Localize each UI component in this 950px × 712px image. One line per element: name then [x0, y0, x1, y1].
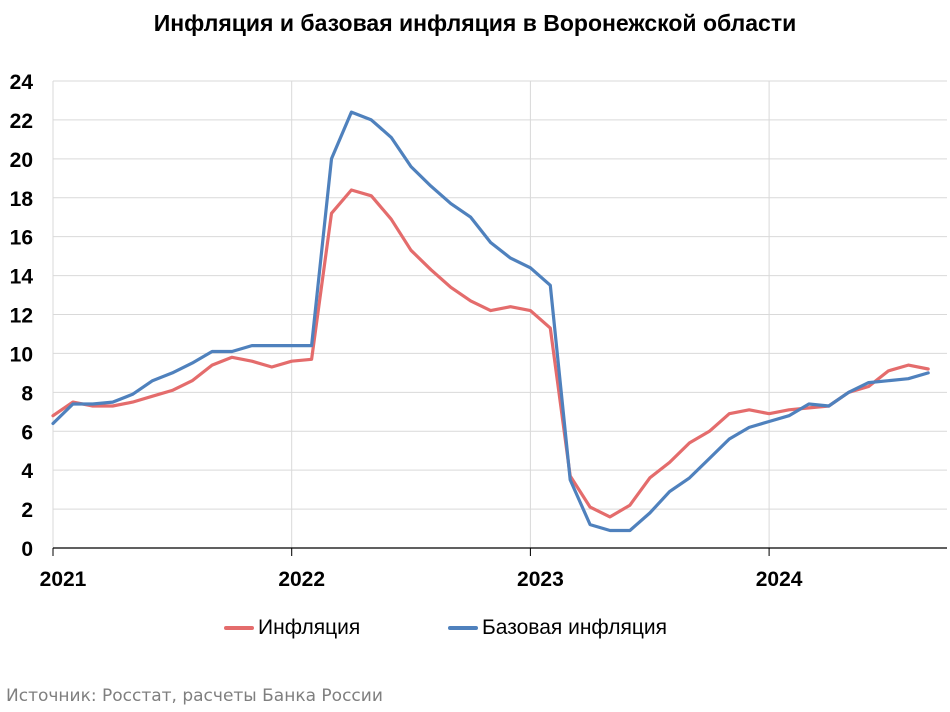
y-tick-label: 20: [10, 149, 33, 172]
x-axis-ticks: 2021 2022 2023 2024: [40, 548, 803, 591]
y-tick-label: 14: [10, 266, 34, 289]
series-lines: [51, 110, 930, 533]
y-tick-label: 24: [10, 71, 34, 94]
y-tick-label: 6: [21, 421, 33, 444]
y-tick-label: 18: [10, 188, 34, 211]
legend-label-inflation: Инфляция: [258, 616, 361, 639]
y-tick-label: 2: [21, 499, 33, 522]
y-tick-label: 0: [21, 538, 33, 561]
y-tick-label: 8: [21, 382, 33, 405]
y-tick-label: 16: [10, 227, 33, 250]
gridlines: [52, 80, 947, 556]
y-tick-label: 12: [10, 305, 33, 328]
x-tick-label: 2021: [40, 568, 87, 591]
legend-label-core-inflation: Базовая инфляция: [482, 616, 668, 639]
x-tick-label: 2022: [278, 568, 325, 591]
series-line-core-inflation: [51, 110, 930, 533]
y-tick-label: 4: [21, 460, 33, 483]
series-line-inflation: [51, 188, 930, 519]
legend-swatch-inflation: [224, 626, 254, 630]
y-tick-label: 22: [10, 110, 33, 133]
legend-swatch-core-inflation: [448, 626, 478, 630]
legend-item-core-inflation: Базовая инфляция: [448, 616, 667, 640]
x-tick-label: 2023: [517, 568, 564, 591]
legend-item-inflation: Инфляция: [224, 616, 360, 640]
legend: Инфляция Базовая инфляция: [0, 616, 950, 644]
chart-title: Инфляция и базовая инфляция в Воронежско…: [153, 10, 797, 36]
x-tick-label: 2024: [756, 568, 803, 591]
y-tick-label: 10: [10, 343, 33, 366]
source-note: Источник: Росстат, расчеты Банка России: [6, 686, 383, 706]
